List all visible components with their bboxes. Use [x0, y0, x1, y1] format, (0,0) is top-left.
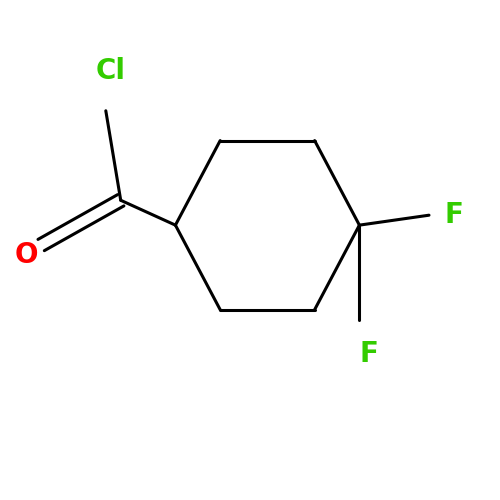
Text: F: F: [444, 201, 464, 229]
Text: Cl: Cl: [96, 57, 126, 85]
Text: F: F: [360, 340, 379, 368]
Text: O: O: [14, 241, 38, 269]
